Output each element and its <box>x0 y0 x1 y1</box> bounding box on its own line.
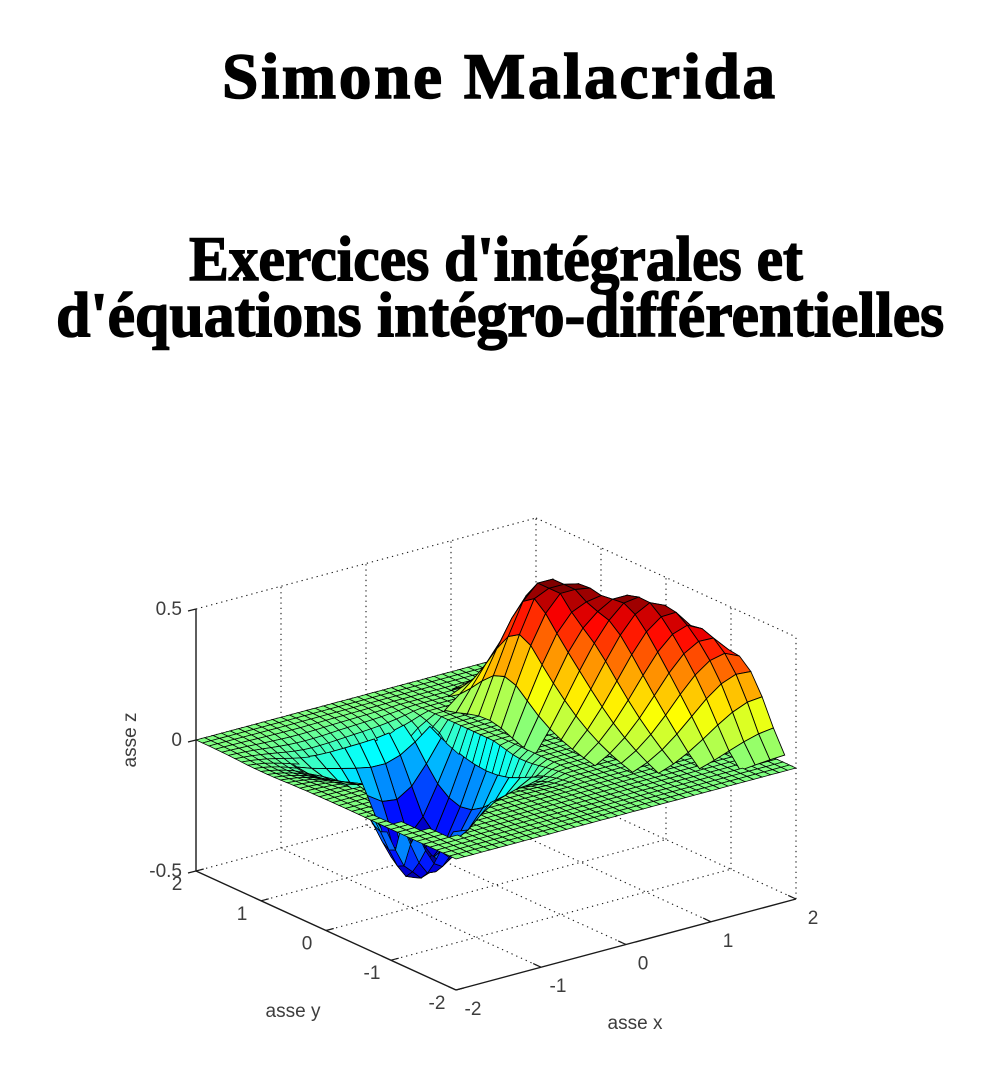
svg-text:-2: -2 <box>429 993 446 1014</box>
svg-text:1: 1 <box>723 931 734 952</box>
svg-text:0: 0 <box>171 730 182 751</box>
svg-text:0: 0 <box>302 934 313 955</box>
svg-text:asse y: asse y <box>266 1001 321 1022</box>
svg-text:2: 2 <box>172 874 183 895</box>
svg-text:0: 0 <box>638 954 649 975</box>
svg-text:0.5: 0.5 <box>156 599 182 620</box>
svg-text:-0.5: -0.5 <box>149 861 182 882</box>
svg-text:asse x: asse x <box>608 1013 663 1034</box>
svg-text:-1: -1 <box>364 963 381 984</box>
svg-text:2: 2 <box>808 908 819 929</box>
svg-text:asse z: asse z <box>120 713 141 768</box>
svg-text:-1: -1 <box>550 976 567 997</box>
svg-text:-2: -2 <box>465 999 482 1020</box>
svg-text:1: 1 <box>237 904 248 925</box>
